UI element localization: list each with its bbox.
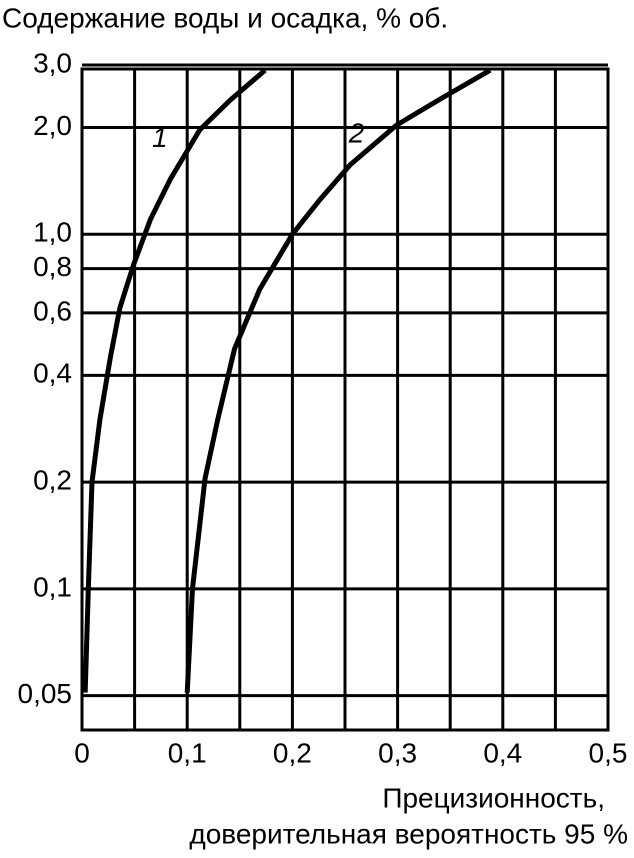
x-tick-label: 0,4 <box>483 737 522 768</box>
y-tick-label: 3,0 <box>33 47 72 78</box>
y-tick-label: 2,0 <box>33 110 72 141</box>
y-tick-label: 0,05 <box>18 678 73 709</box>
curve-label: 2 <box>348 118 365 149</box>
y-tick-label: 0,6 <box>33 295 72 326</box>
x-tick-label: 0,2 <box>273 737 312 768</box>
curve <box>82 68 267 693</box>
y-tick-label: 0,1 <box>33 571 72 602</box>
y-tick-label: 0,8 <box>33 251 72 282</box>
y-tick-label: 0,2 <box>33 464 72 495</box>
x-axis-label: Прецизионность, <box>382 782 605 813</box>
curve <box>184 68 492 693</box>
plot-frame <box>80 67 610 732</box>
y-tick-label: 0,4 <box>33 358 72 389</box>
x-axis-label: доверительная вероятность 95 % <box>189 818 628 849</box>
curve-label: 1 <box>152 122 168 153</box>
x-tick-label: 0 <box>74 737 90 768</box>
chart-title: Содержание воды и осадка, % об. <box>2 2 448 33</box>
x-tick-label: 0,5 <box>589 737 628 768</box>
y-tick-label: 1,0 <box>33 217 72 248</box>
x-tick-label: 0,3 <box>378 737 417 768</box>
x-tick-label: 0,1 <box>168 737 207 768</box>
